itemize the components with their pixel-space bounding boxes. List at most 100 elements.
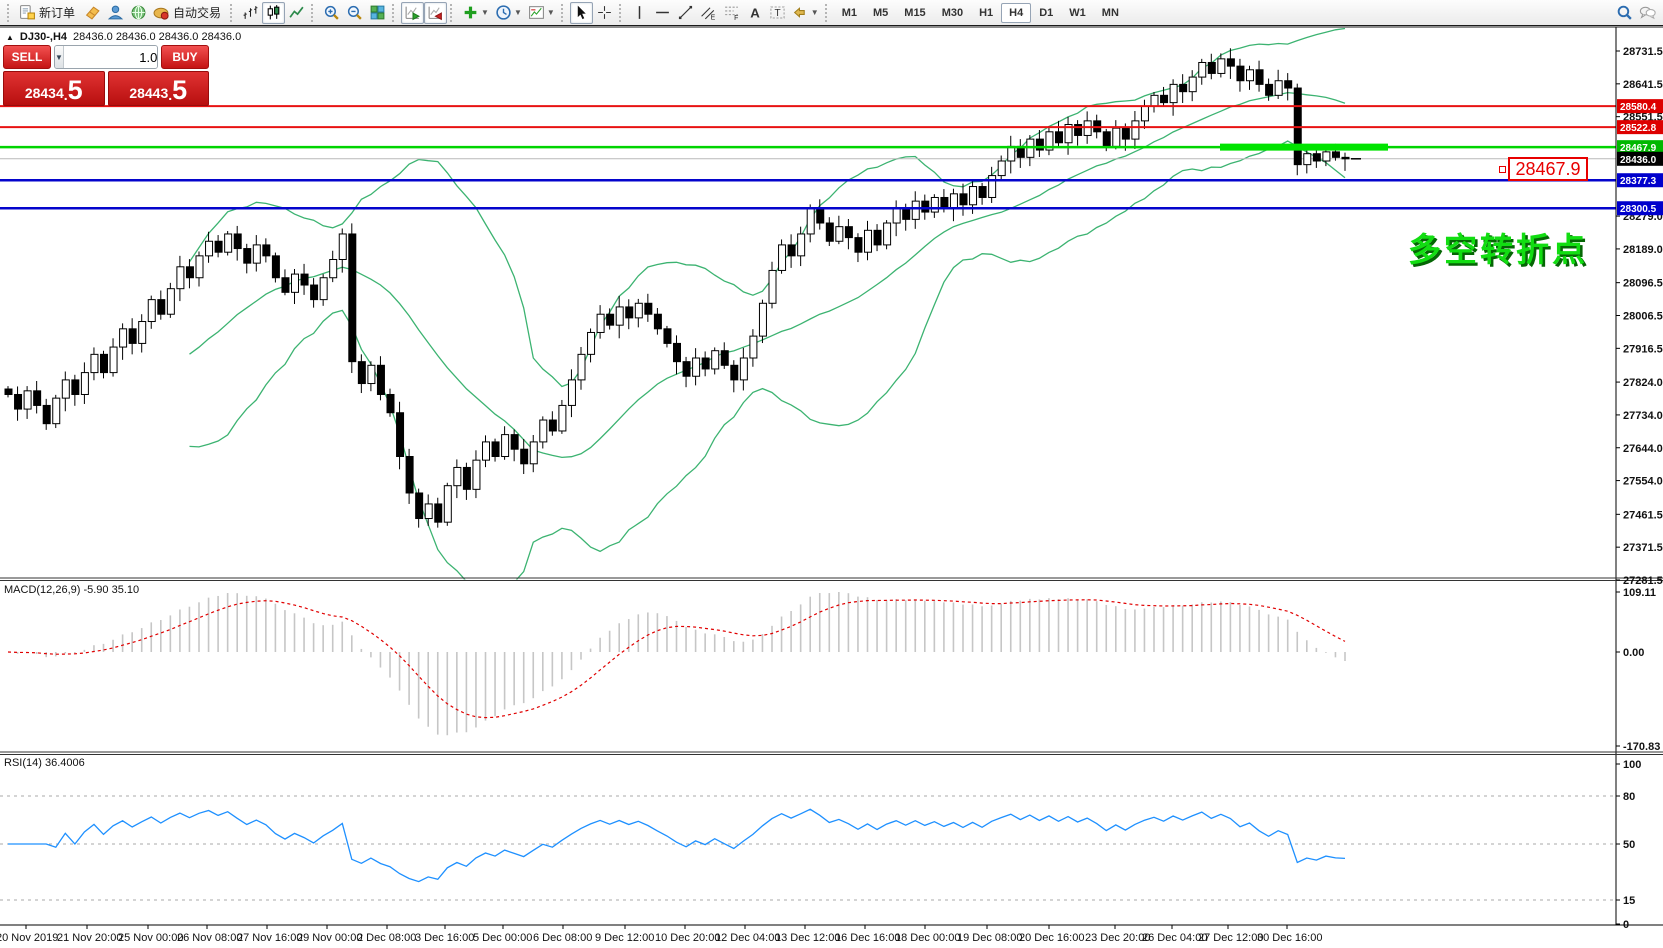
channel-button[interactable]: E bbox=[697, 2, 720, 24]
timeframe-button-m30[interactable]: M30 bbox=[941, 6, 964, 19]
svg-text:26 Nov 08:00: 26 Nov 08:00 bbox=[177, 932, 242, 944]
vertical-line-icon bbox=[638, 6, 641, 19]
eraser-icon bbox=[85, 6, 100, 20]
search-button[interactable] bbox=[1613, 2, 1636, 24]
buy-button[interactable]: BUY bbox=[161, 45, 209, 69]
templates-button[interactable]: ▼ bbox=[525, 2, 558, 24]
channel-icon: E bbox=[701, 7, 715, 21]
svg-text:6 Dec 08:00: 6 Dec 08:00 bbox=[533, 932, 592, 944]
globe-icon bbox=[131, 5, 146, 20]
svg-text:21 Nov 20:00: 21 Nov 20:00 bbox=[57, 932, 122, 944]
buy-price-frac: 5 bbox=[172, 75, 188, 105]
svg-text:15: 15 bbox=[1623, 895, 1635, 907]
dropdown-arrow-icon[interactable]: ▼ bbox=[513, 8, 522, 17]
text-button[interactable]: A bbox=[743, 2, 766, 24]
toolbar-group-grip[interactable] bbox=[392, 3, 397, 22]
chart-shift-button[interactable] bbox=[424, 1, 448, 24]
chart-symbol-header: ▲ DJ30-,H4 28436.0 28436.0 28436.0 28436… bbox=[6, 31, 241, 43]
horizontal-line-button[interactable] bbox=[651, 2, 674, 24]
buy-price-display[interactable]: 28443. 5 bbox=[107, 71, 209, 106]
zoom-out-button[interactable] bbox=[343, 2, 366, 24]
chart-window[interactable]: 28731.5 28641.5 28551.5 28279.0 28189.0 28096… bbox=[0, 26, 1663, 948]
fibonacci-button[interactable]: F bbox=[720, 2, 743, 24]
price-callout-box[interactable]: 28467.9 bbox=[1508, 157, 1588, 181]
sell-button[interactable]: SELL bbox=[3, 45, 51, 69]
timeframe-button-m15[interactable]: M15 bbox=[904, 6, 926, 19]
toolbar-group-grip[interactable] bbox=[311, 3, 316, 22]
volume-input[interactable] bbox=[62, 46, 157, 68]
crosshair-icon bbox=[597, 6, 611, 19]
timeframe-button-m1[interactable]: M1 bbox=[841, 6, 857, 19]
zoom-in-button[interactable] bbox=[320, 2, 343, 24]
toolbar-group-grip[interactable] bbox=[824, 3, 830, 22]
main-toolbar: 新订单 自动交易 ▼ ▼ ▼ E F A T ▼ M1 M5 M15 M30 H1 H4 D1 W1 MN bbox=[0, 0, 1663, 26]
timeframe-button-d1[interactable]: D1 bbox=[1039, 6, 1054, 19]
svg-text:19 Dec 08:00: 19 Dec 08:00 bbox=[957, 932, 1022, 944]
svg-text:2 Dec 08:00: 2 Dec 08:00 bbox=[357, 932, 416, 944]
chart-text-annotation[interactable]: 多空转折点 bbox=[1408, 231, 1588, 268]
svg-text:100: 100 bbox=[1623, 759, 1641, 771]
volume-decrease-button[interactable]: ▼ bbox=[55, 46, 63, 68]
line-chart-button[interactable] bbox=[285, 2, 308, 24]
dropdown-arrow-icon[interactable]: ▼ bbox=[810, 8, 819, 17]
toolbar-group-grip[interactable] bbox=[618, 3, 624, 22]
svg-text:27734.0: 27734.0 bbox=[1623, 410, 1663, 422]
svg-text:T: T bbox=[774, 8, 780, 19]
svg-text:27371.5: 27371.5 bbox=[1623, 542, 1663, 554]
timeframe-button-m5[interactable]: M5 bbox=[873, 6, 889, 19]
market-watch-button[interactable] bbox=[104, 2, 127, 24]
collapse-triangle-icon[interactable]: ▲ bbox=[6, 32, 14, 42]
one-click-trading-panel: SELL ▼ ▲ BUY 28434.5 28443.5 bbox=[3, 45, 209, 106]
new-order-button[interactable]: 新订单 bbox=[16, 2, 81, 24]
symbol-period-label: DJ30-,H4 bbox=[19, 31, 67, 43]
candles-layer bbox=[4, 48, 1350, 528]
dropdown-arrow-icon[interactable]: ▼ bbox=[546, 8, 555, 17]
toolbar-group-grip[interactable] bbox=[450, 3, 455, 22]
svg-text:0: 0 bbox=[1623, 919, 1629, 931]
indicators-button[interactable]: ▼ bbox=[459, 2, 492, 24]
trendline-button[interactable] bbox=[674, 2, 697, 24]
cursor-button[interactable] bbox=[569, 1, 593, 24]
eraser-button[interactable] bbox=[81, 2, 104, 24]
label-button[interactable]: T bbox=[766, 2, 789, 24]
sell-price-display[interactable]: 28434. 5 bbox=[3, 71, 105, 106]
text-label-icon: T bbox=[770, 6, 785, 19]
dropdown-arrow-icon[interactable]: ▼ bbox=[481, 8, 489, 17]
chat-button[interactable] bbox=[1636, 2, 1659, 24]
crosshair-button[interactable] bbox=[593, 2, 616, 24]
autotrading-button[interactable]: 自动交易 bbox=[150, 2, 227, 24]
bollinger-upper-band bbox=[188, 28, 1346, 388]
clock-icon bbox=[496, 5, 511, 20]
svg-text:12 Dec 04:00: 12 Dec 04:00 bbox=[715, 932, 780, 944]
periods-button[interactable]: ▼ bbox=[492, 2, 525, 24]
candlestick-button[interactable] bbox=[262, 1, 286, 24]
svg-text:13 Dec 12:00: 13 Dec 12:00 bbox=[775, 932, 840, 944]
macd-histogram bbox=[16, 592, 1346, 736]
timeframe-button-h4[interactable]: H4 bbox=[1001, 2, 1032, 23]
macd-pane bbox=[7, 592, 1346, 736]
toolbar-group-grip[interactable] bbox=[230, 3, 235, 22]
text-a-icon: A bbox=[750, 5, 760, 20]
tile-windows-button[interactable] bbox=[366, 2, 389, 24]
svg-text:0.00: 0.00 bbox=[1623, 647, 1644, 659]
toolbar-group-grip[interactable] bbox=[560, 3, 566, 22]
timeframe-button-w1[interactable]: W1 bbox=[1069, 6, 1086, 19]
signals-button[interactable] bbox=[127, 2, 150, 24]
trendline-icon bbox=[678, 5, 692, 20]
zoom-in-icon bbox=[324, 5, 339, 20]
auto-scroll-button[interactable] bbox=[401, 1, 425, 24]
line-chart-icon bbox=[289, 6, 304, 18]
chart-canvas[interactable]: 28731.5 28641.5 28551.5 28279.0 28189.0 28096… bbox=[0, 26, 1663, 948]
bollinger-middle-band bbox=[189, 91, 1346, 459]
timeframe-button-mn[interactable]: MN bbox=[1101, 6, 1119, 19]
bar-chart-button[interactable] bbox=[239, 2, 262, 24]
callout-anchor-handle[interactable] bbox=[1499, 166, 1506, 173]
shapes-button[interactable]: ▼ bbox=[789, 2, 822, 24]
svg-text:27916.5: 27916.5 bbox=[1623, 343, 1663, 355]
vertical-line-button[interactable] bbox=[628, 2, 651, 24]
ohlc-values: 28436.0 28436.0 28436.0 28436.0 bbox=[73, 31, 242, 43]
toolbar-group-grip[interactable] bbox=[7, 3, 12, 22]
timeframe-button-h1[interactable]: H1 bbox=[979, 6, 994, 19]
horizontal-lines-layer bbox=[0, 105, 1616, 210]
